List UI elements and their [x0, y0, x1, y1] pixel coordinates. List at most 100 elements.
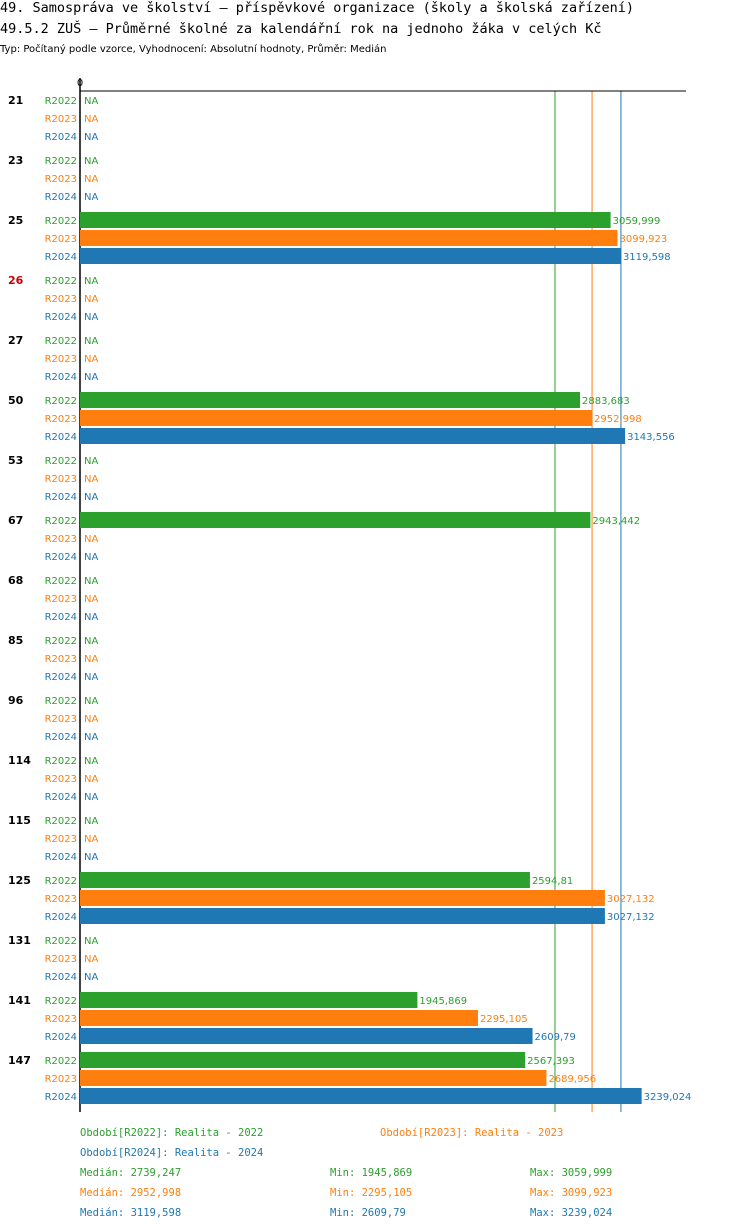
- series-label-r2024: R2024: [45, 852, 77, 863]
- category-label: 50: [8, 394, 24, 407]
- series-label-r2023: R2023: [45, 1014, 77, 1025]
- data-label: 2943,442: [592, 516, 640, 527]
- series-label-r2024: R2024: [45, 552, 77, 563]
- category-label: 114: [8, 754, 31, 767]
- series-label-r2024: R2024: [45, 312, 77, 323]
- category-label: 115: [8, 814, 31, 827]
- data-label: 3239,024: [644, 1092, 692, 1103]
- series-label-r2022: R2022: [45, 336, 77, 347]
- axis-zero-label: 0: [77, 78, 83, 89]
- na-label: NA: [84, 756, 98, 767]
- data-label: 2567,393: [527, 1056, 575, 1067]
- data-label: 2952,998: [594, 414, 642, 425]
- series-label-r2023: R2023: [45, 534, 77, 545]
- category-label: 125: [8, 874, 31, 887]
- series-label-r2023: R2023: [45, 714, 77, 725]
- data-label: 2594,81: [532, 876, 573, 887]
- na-label: NA: [84, 456, 98, 467]
- series-label-r2022: R2022: [45, 636, 77, 647]
- na-label: NA: [84, 114, 98, 125]
- na-label: NA: [84, 654, 98, 665]
- series-label-r2024: R2024: [45, 972, 77, 983]
- legend-max-r2024: Max: 3239,024: [530, 1207, 613, 1219]
- category-label: 27: [8, 334, 23, 347]
- series-label-r2022: R2022: [45, 156, 77, 167]
- data-label: 3119,598: [623, 252, 671, 263]
- series-label-r2024: R2024: [45, 732, 77, 743]
- series-label-r2022: R2022: [45, 756, 77, 767]
- series-label-r2023: R2023: [45, 834, 77, 845]
- na-label: NA: [84, 132, 98, 143]
- series-label-r2023: R2023: [45, 594, 77, 605]
- na-label: NA: [84, 954, 98, 965]
- series-label-r2022: R2022: [45, 216, 77, 227]
- na-label: NA: [84, 594, 98, 605]
- bar-r2024: [80, 428, 626, 444]
- data-label: 3027,132: [607, 912, 655, 923]
- bar-r2022: [80, 1052, 526, 1068]
- series-label-r2022: R2022: [45, 996, 77, 1007]
- series-label-r2022: R2022: [45, 936, 77, 947]
- legend-period-r2023: Období[R2023]: Realita - 2023: [380, 1127, 564, 1139]
- data-label: 2295,105: [480, 1014, 528, 1025]
- page-subtitle: 49.5.2 ZUŠ – Průměrné školné za kalendář…: [0, 21, 602, 37]
- series-label-r2022: R2022: [45, 876, 77, 887]
- legend-period-r2024: Období[R2024]: Realita - 2024: [80, 1147, 264, 1159]
- series-label-r2023: R2023: [45, 114, 77, 125]
- series-label-r2022: R2022: [45, 816, 77, 827]
- data-label: 3143,556: [627, 432, 675, 443]
- category-label: 68: [8, 574, 23, 587]
- legend-period-r2022: Období[R2022]: Realita - 2022: [80, 1127, 264, 1139]
- na-label: NA: [84, 534, 98, 545]
- series-label-r2024: R2024: [45, 612, 77, 623]
- legend-min-r2023: Min: 2295,105: [330, 1187, 413, 1199]
- series-label-r2023: R2023: [45, 474, 77, 485]
- na-label: NA: [84, 672, 98, 683]
- series-label-r2023: R2023: [45, 894, 77, 905]
- bar-r2022: [80, 512, 591, 528]
- bar-r2023: [80, 1010, 478, 1026]
- na-label: NA: [84, 834, 98, 845]
- series-label-r2023: R2023: [45, 954, 77, 965]
- na-label: NA: [84, 636, 98, 647]
- bar-r2023: [80, 230, 618, 246]
- series-label-r2023: R2023: [45, 774, 77, 785]
- na-label: NA: [84, 774, 98, 785]
- bar-r2024: [80, 1088, 642, 1104]
- category-label: 131: [8, 934, 31, 947]
- data-label: 2609,79: [535, 1032, 576, 1043]
- na-label: NA: [84, 852, 98, 863]
- legend-min-r2022: Min: 1945,869: [330, 1167, 413, 1179]
- data-label: 3099,923: [620, 234, 668, 245]
- category-label: 23: [8, 154, 23, 167]
- series-label-r2024: R2024: [45, 672, 77, 683]
- data-label: 1945,869: [419, 996, 467, 1007]
- legend-median-r2024: Medián: 3119,598: [80, 1207, 182, 1219]
- na-label: NA: [84, 96, 98, 107]
- na-label: NA: [84, 276, 98, 287]
- series-label-r2024: R2024: [45, 252, 77, 263]
- category-label: 21: [8, 94, 23, 107]
- series-label-r2024: R2024: [45, 132, 77, 143]
- na-label: NA: [84, 936, 98, 947]
- bar-r2024: [80, 248, 621, 264]
- na-label: NA: [84, 354, 98, 365]
- category-label: 147: [8, 1054, 31, 1067]
- bar-r2022: [80, 392, 581, 408]
- bar-r2024: [80, 1028, 533, 1044]
- category-label: 96: [8, 694, 24, 707]
- series-label-r2022: R2022: [45, 456, 77, 467]
- series-label-r2024: R2024: [45, 372, 77, 383]
- series-label-r2022: R2022: [45, 696, 77, 707]
- na-label: NA: [84, 294, 98, 305]
- na-label: NA: [84, 492, 98, 503]
- category-label: 141: [8, 994, 31, 1007]
- na-label: NA: [84, 816, 98, 827]
- bar-r2024: [80, 908, 605, 924]
- na-label: NA: [84, 312, 98, 323]
- legend-min-r2024: Min: 2609,79: [330, 1207, 406, 1219]
- na-label: NA: [84, 576, 98, 587]
- bar-chart: 0 21 R2022 NA R2023 NA R2024 NA 23 R2022 NA R2023 NA…: [8, 78, 692, 1112]
- bar-r2022: [80, 212, 611, 228]
- series-label-r2024: R2024: [45, 492, 77, 503]
